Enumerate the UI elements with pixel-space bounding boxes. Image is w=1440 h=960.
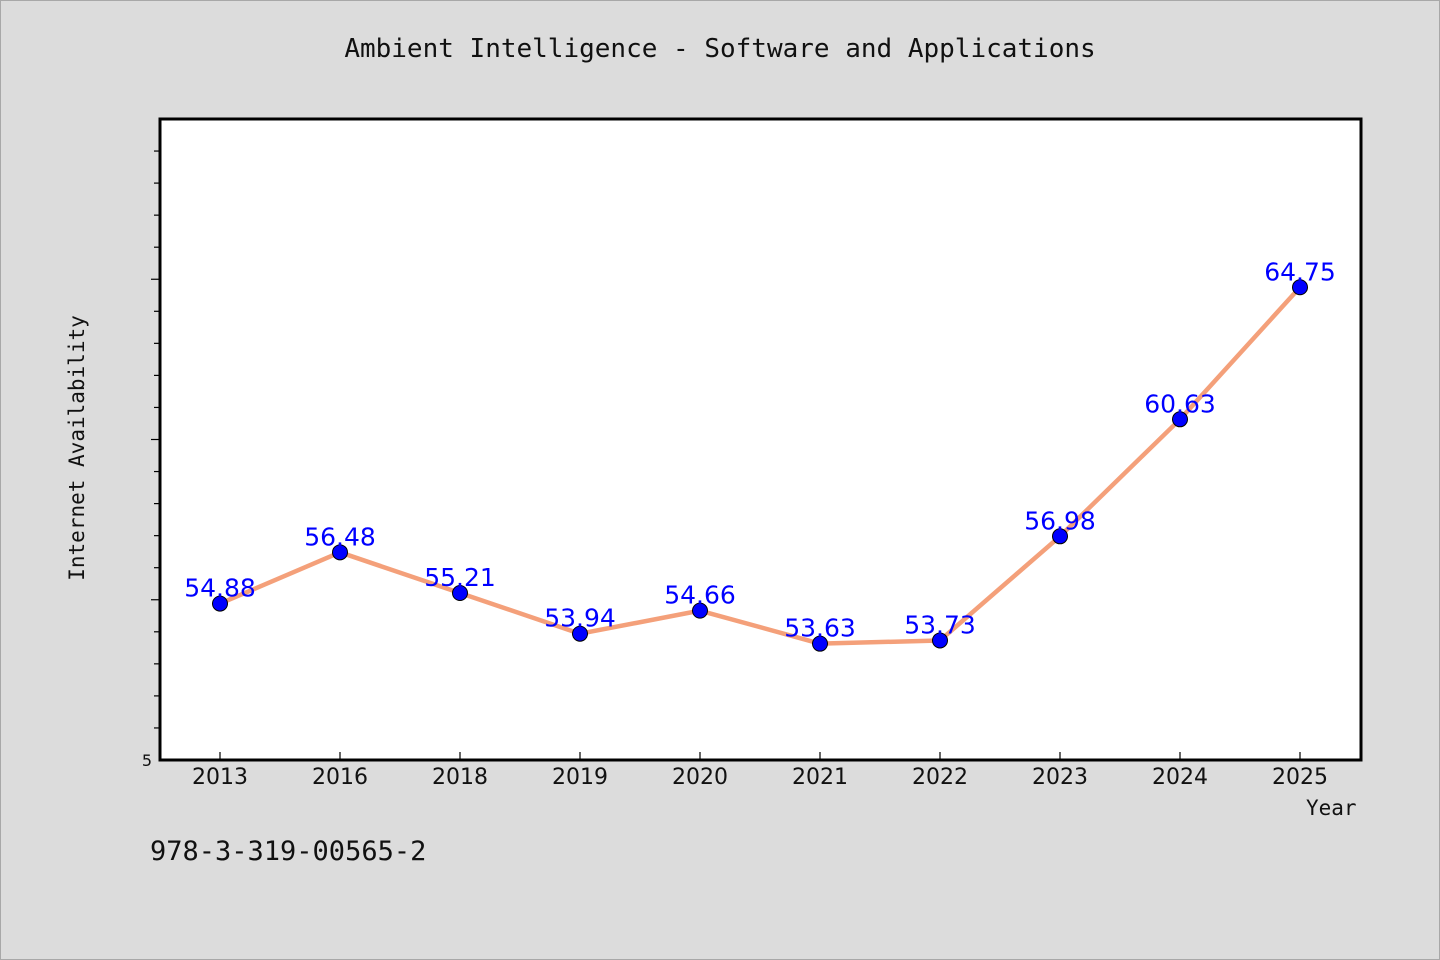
data-label: 54.88 — [184, 574, 256, 603]
data-point — [332, 544, 348, 561]
x-tick-label: 2021 — [792, 765, 848, 790]
data-markers — [212, 279, 1308, 652]
data-label: 53.73 — [904, 610, 976, 639]
x-tick-label: 2024 — [1152, 765, 1208, 790]
data-labels: 54.88 56.48 55.21 53.94 54.66 53.63 53.73 56.98… — [184, 257, 1336, 642]
x-axis-label: Year — [1306, 796, 1357, 820]
y-tick-label: 5 — [142, 751, 152, 770]
data-point — [812, 635, 828, 652]
y-axis-ticks: 5 — [142, 150, 160, 770]
data-label: 54.66 — [664, 581, 736, 610]
data-point — [212, 595, 228, 612]
data-point — [572, 625, 588, 642]
data-point — [1172, 411, 1188, 428]
data-point — [932, 632, 948, 649]
x-tick-label: 2022 — [912, 765, 968, 790]
x-axis-ticks: 2013 2016 2018 2019 2020 2021 2022 2023 2024 2025 — [192, 752, 1328, 790]
data-label: 56.48 — [304, 522, 376, 551]
data-point — [1292, 279, 1308, 296]
data-label: 53.63 — [784, 614, 856, 643]
data-label: 56.98 — [1024, 506, 1096, 535]
x-tick-label: 2016 — [312, 765, 368, 790]
data-label: 53.94 — [544, 604, 616, 633]
x-tick-label: 2018 — [432, 765, 488, 790]
x-tick-label: 2019 — [552, 765, 608, 790]
data-label: 64.75 — [1264, 257, 1336, 286]
footer-isbn: 978-3-319-00565-2 — [150, 836, 427, 867]
data-label: 55.21 — [424, 563, 496, 592]
x-tick-label: 2013 — [192, 765, 248, 790]
data-label: 60.63 — [1144, 389, 1216, 418]
x-tick-label: 2020 — [672, 765, 728, 790]
data-point — [1052, 528, 1068, 545]
series-line — [217, 285, 1303, 646]
plot-area — [158, 117, 1363, 762]
x-tick-label: 2023 — [1032, 765, 1088, 790]
chart-title: Ambient Intelligence - Software and Appl… — [344, 34, 1096, 64]
data-point — [452, 585, 468, 602]
x-tick-label: 2025 — [1272, 765, 1328, 790]
data-point — [692, 602, 708, 619]
